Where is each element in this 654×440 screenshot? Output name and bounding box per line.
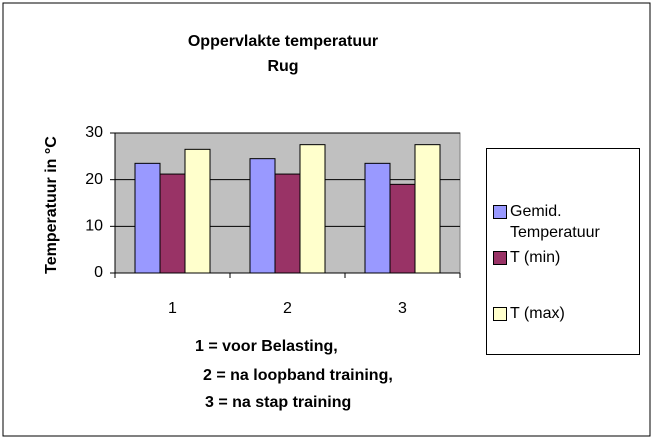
- legend-label: T (max): [510, 305, 565, 322]
- bar: [364, 162, 391, 274]
- x-tick-label: 2: [283, 300, 292, 317]
- bar: [134, 162, 161, 274]
- y-axis-label: Temperatuur in °C: [43, 136, 60, 274]
- bar: [274, 173, 301, 274]
- annotation: 2 = na loopband training,: [203, 367, 393, 384]
- legend-entry: T (max): [493, 303, 633, 324]
- chart-title: Oppervlakte temperatuur: [188, 33, 378, 50]
- y-tick-label: 10: [85, 218, 103, 235]
- bar: [299, 144, 326, 274]
- bar: [249, 158, 276, 274]
- annotation: 1 = voor Belasting,: [195, 338, 338, 355]
- bar: [414, 144, 441, 274]
- legend-label: T (min): [510, 249, 561, 266]
- y-tick-label: 30: [85, 124, 103, 141]
- y-tick-label: 0: [94, 264, 103, 281]
- legend-swatch: [493, 251, 507, 265]
- chart-title: Rug: [267, 58, 298, 75]
- annotation: 3 = na stap training: [205, 394, 351, 411]
- legend-entry: Gemid. Temperatuur: [493, 201, 633, 243]
- legend: Gemid. Temperatuur T (min) T (max): [486, 148, 640, 355]
- bar: [159, 173, 186, 274]
- legend-entry: T (min): [493, 247, 633, 268]
- legend-swatch: [493, 205, 507, 219]
- y-tick-label: 20: [85, 171, 103, 188]
- bar: [184, 148, 211, 274]
- x-tick-label: 3: [398, 300, 407, 317]
- x-tick-label: 1: [168, 300, 177, 317]
- legend-swatch: [493, 307, 507, 321]
- bar: [389, 183, 416, 274]
- legend-label: Gemid. Temperatuur: [510, 203, 600, 241]
